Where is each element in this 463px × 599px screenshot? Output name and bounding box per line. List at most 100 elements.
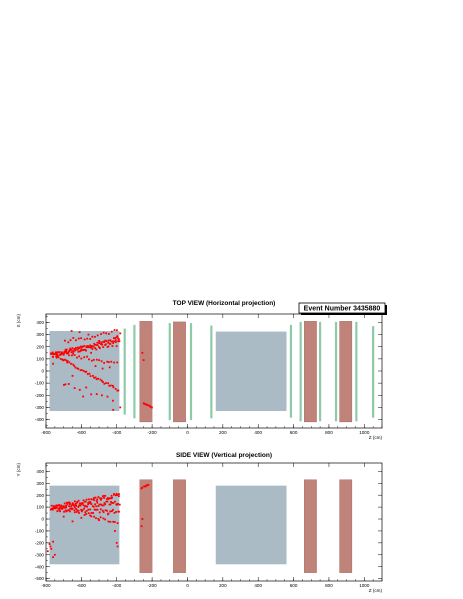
- hit-point: [57, 351, 59, 354]
- hit-point: [92, 374, 94, 377]
- hit-point: [105, 332, 108, 335]
- hit-point: [107, 382, 109, 385]
- hit-point: [78, 350, 81, 353]
- hit-point: [65, 359, 68, 362]
- hit-point: [116, 545, 119, 548]
- hit-point: [102, 517, 105, 520]
- hit-point: [93, 515, 96, 518]
- hit-point: [82, 369, 85, 372]
- hit-point: [93, 342, 96, 345]
- hit-point: [70, 362, 72, 365]
- hit-point: [80, 349, 82, 352]
- hit-point: [82, 345, 85, 348]
- hit-point: [100, 497, 103, 500]
- hit-point: [95, 517, 97, 520]
- hit-point: [87, 345, 90, 348]
- y-tick-label: 300: [36, 332, 44, 337]
- hit-point: [106, 500, 109, 503]
- hit-point: [90, 351, 92, 354]
- hit-point: [48, 543, 51, 545]
- hit-point: [63, 384, 65, 386]
- hit-point: [90, 515, 93, 518]
- x-tick-label: -800: [41, 430, 51, 435]
- hit-point: [91, 335, 94, 338]
- hit-point: [72, 363, 75, 366]
- hit-point: [102, 381, 104, 383]
- hit-point: [78, 347, 81, 349]
- hit-point: [118, 510, 120, 513]
- hit-point: [142, 359, 145, 361]
- hit-point: [91, 345, 93, 348]
- hit-point: [80, 357, 83, 360]
- hit-point: [83, 344, 86, 347]
- hit-point: [71, 354, 73, 357]
- hit-point: [85, 509, 88, 512]
- y-tick-label: 0: [41, 517, 44, 522]
- hit-point: [117, 337, 119, 340]
- hit-point: [147, 483, 150, 486]
- hit-point: [69, 510, 71, 513]
- hit-point: [114, 339, 117, 341]
- hit-point: [63, 350, 66, 353]
- x-axis-label: Z (cm): [369, 588, 383, 593]
- hit-point: [106, 497, 109, 499]
- hit-point: [104, 495, 107, 497]
- hit-point: [81, 349, 84, 352]
- hit-point: [111, 496, 113, 499]
- hit-point: [115, 341, 117, 343]
- x-tick-label: -200: [148, 430, 158, 435]
- hit-point: [61, 352, 64, 355]
- hit-point: [52, 355, 54, 358]
- hit-point: [98, 347, 101, 350]
- hit-point: [90, 498, 93, 501]
- hit-point: [70, 330, 73, 332]
- hit-point: [79, 346, 81, 349]
- hit-point: [113, 493, 115, 496]
- hit-point: [96, 498, 99, 501]
- hit-point: [79, 504, 82, 507]
- hit-point: [55, 353, 58, 355]
- hit-point: [116, 361, 119, 364]
- hit-point: [78, 504, 80, 507]
- hit-point: [88, 358, 90, 361]
- hit-point: [97, 517, 100, 520]
- chamber-plane: [189, 323, 193, 421]
- hit-point: [113, 337, 115, 340]
- hit-point: [95, 344, 98, 346]
- hit-point: [52, 362, 54, 365]
- hit-point: [76, 509, 79, 512]
- hit-point: [50, 508, 53, 511]
- hit-point: [141, 518, 144, 520]
- hit-point: [111, 384, 114, 387]
- hit-point: [89, 501, 92, 504]
- hit-point: [107, 498, 110, 500]
- hit-point: [98, 342, 100, 345]
- hit-point: [96, 344, 99, 347]
- hit-point: [52, 505, 55, 508]
- hit-point: [86, 505, 89, 508]
- y-axis-label: X (cm): [16, 314, 21, 328]
- hit-point: [118, 495, 120, 498]
- hit-point: [113, 521, 116, 523]
- hit-point: [85, 386, 88, 389]
- y-tick-label: -100: [35, 381, 45, 386]
- hit-point: [71, 374, 74, 377]
- hit-point: [59, 358, 62, 360]
- hit-point: [87, 508, 90, 511]
- hit-point: [99, 498, 102, 501]
- hit-point: [116, 503, 119, 506]
- hit-point: [72, 504, 75, 507]
- y-tick-label: -400: [35, 417, 45, 422]
- hit-point: [113, 340, 115, 343]
- chamber-plane: [372, 326, 375, 418]
- hit-point: [104, 339, 107, 342]
- hit-point: [76, 500, 79, 503]
- hit-point: [83, 356, 86, 359]
- hit-point: [94, 376, 97, 379]
- hit-point: [51, 508, 54, 511]
- hit-point: [89, 502, 92, 505]
- hit-point: [83, 514, 86, 516]
- side-view-panel: SIDE VIEW (Vertical projection) -800 -600 -…: [16, 452, 382, 593]
- hit-point: [115, 492, 118, 495]
- hit-point: [108, 366, 111, 369]
